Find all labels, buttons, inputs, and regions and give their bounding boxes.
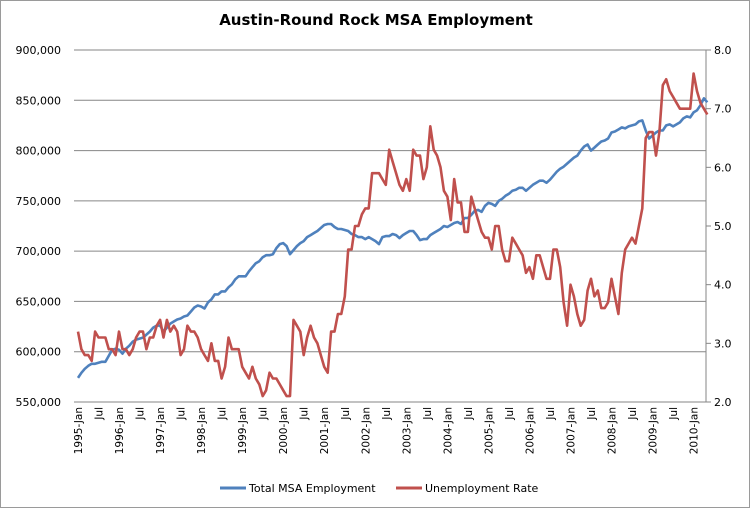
right-axis-tick-label: 4.0 (714, 279, 732, 292)
x-axis-tick-label: 2006-Jan (524, 407, 536, 454)
right-axis-tick-label: 7.0 (714, 103, 732, 116)
legend-label-unemployment: Unemployment Rate (425, 482, 539, 495)
legend: Total MSA Employment Unemployment Rate (220, 482, 539, 495)
legend-label-employment: Total MSA Employment (248, 482, 376, 495)
left-axis-tick-label: 850,000 (16, 94, 62, 107)
right-axis-ticks: 2.0 3.0 4.0 5.0 6.0 7.0 8.0 (714, 44, 732, 409)
x-axis-tick-label: Jul (94, 407, 106, 421)
left-axis-tick-label: 750,000 (16, 195, 62, 208)
right-axis-tick-label: 3.0 (714, 337, 732, 350)
x-axis-tick-label: 2001-Jan (319, 407, 331, 454)
x-axis-tick-label: Jul (545, 407, 557, 421)
gridlines (74, 49, 711, 403)
left-axis-tick-label: 700,000 (16, 245, 62, 258)
series-line-unemployment-rate (76, 72, 709, 398)
x-axis-tick-label: 2002-Jan (360, 407, 372, 454)
right-axis-tick-label: 2.0 (714, 396, 732, 409)
x-axis-tick-label: 2007-Jan (565, 407, 577, 454)
x-axis-tick-label: Jul (586, 407, 598, 421)
right-axis-tick-label: 8.0 (714, 44, 732, 57)
x-axis-tick-label: Jul (176, 407, 188, 421)
x-axis-tick-label: Jul (668, 407, 680, 421)
x-axis-tick-label: 2005-Jan (483, 407, 495, 454)
series-line-total-msa-employment (76, 97, 709, 379)
x-axis-tick-label: 1995-Jan (73, 407, 85, 454)
x-axis-tick-label: 2009-Jan (648, 407, 660, 454)
x-axis-ticks: 1995-Jan Jul 1996-Jan Jul 1997-Jan Jul 1998-Ja… (73, 407, 701, 454)
x-axis-tick-label: Jul (258, 407, 270, 421)
x-axis-tick-label: 2003-Jan (401, 407, 413, 454)
x-axis-tick-label: 1997-Jan (155, 407, 167, 454)
x-axis-tick-label: 2010-Jan (689, 407, 701, 454)
x-axis-tick-label: Jul (504, 407, 516, 421)
x-axis-tick-label: Jul (217, 407, 229, 421)
x-axis-tick-label: Jul (135, 407, 147, 421)
right-axis-tick-label: 5.0 (714, 220, 732, 233)
left-axis-ticks: 550,000 600,000 650,000 700,000 750,000 800,0… (16, 44, 62, 409)
left-axis-tick-label: 650,000 (16, 295, 62, 308)
x-axis-tick-label: Jul (381, 407, 393, 421)
series-lines (76, 72, 709, 398)
x-axis-tick-label: 2008-Jan (607, 407, 619, 454)
left-axis-tick-label: 900,000 (16, 44, 62, 57)
x-axis-tick-label: Jul (299, 407, 311, 421)
x-axis-tick-label: 2004-Jan (442, 407, 454, 454)
right-axis-tick-label: 6.0 (714, 161, 732, 174)
x-axis-tick-label: Jul (627, 407, 639, 421)
left-axis-tick-label: 800,000 (16, 145, 62, 158)
left-axis-tick-label: 600,000 (16, 346, 62, 359)
x-axis-tick-label: Jul (340, 407, 352, 421)
x-axis-tick-label: 2000-Jan (278, 407, 290, 454)
x-axis-tick-label: 1999-Jan (237, 407, 249, 454)
x-axis-tick-label: 1996-Jan (114, 407, 126, 454)
x-axis-tick-label: Jul (463, 407, 475, 421)
chart-title: Austin-Round Rock MSA Employment (219, 11, 533, 29)
left-axis-tick-label: 550,000 (16, 396, 62, 409)
x-axis-tick-label: Jul (422, 407, 434, 421)
x-axis-tick-label: 1998-Jan (196, 407, 208, 454)
